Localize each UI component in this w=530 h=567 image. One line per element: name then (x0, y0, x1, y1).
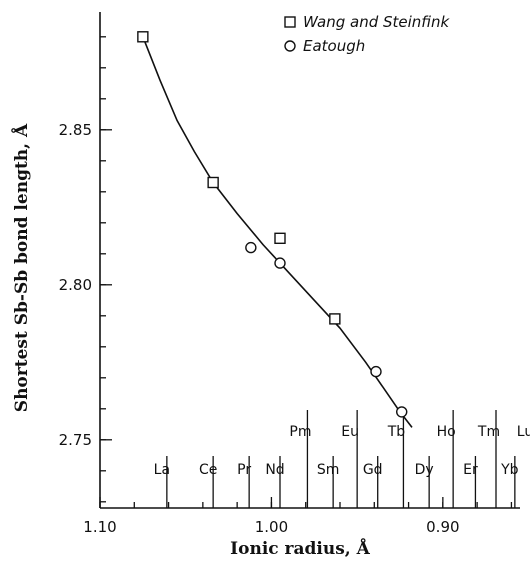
element-label-pm: Pm (289, 424, 311, 440)
legend-square-marker (284, 16, 296, 28)
wang-steinfink-point (274, 232, 286, 245)
element-label-dy: Dy (415, 462, 434, 478)
x-axis-ticks: 1.10 1.00 0.90 (83, 497, 513, 536)
wang-steinfink-point (329, 313, 341, 325)
element-label-er: Er (463, 462, 478, 478)
x-tick-label: 1.00 (255, 518, 288, 536)
element-label-tm: Tm (477, 424, 500, 440)
legend-label-eatough: Eatough (303, 37, 365, 55)
x-tick-label: 1.10 (83, 518, 116, 536)
y-tick-label: 2.85 (59, 121, 92, 139)
element-label-nd: Nd (265, 462, 284, 478)
element-label-sm: Sm (317, 462, 340, 478)
y-axis-title: Shortest Sb-Sb bond length, Å (10, 123, 32, 412)
element-label-ho: Ho (437, 424, 456, 440)
element-label-ce: Ce (199, 462, 217, 478)
element-label-gd: Gd (363, 462, 383, 478)
element-label-la: La (154, 462, 170, 478)
wang-steinfink-point (137, 31, 149, 43)
legend: Wang and Steinfink Eatough (284, 13, 450, 55)
y-tick-label: 2.80 (59, 276, 92, 294)
legend-circle-marker (284, 40, 296, 52)
element-markers: La Ce Pr Nd Pm Sm Eu Gd Tb Dy Ho Er Tm Yb Lu (154, 410, 530, 508)
axes (99, 12, 520, 509)
element-label-eu: Eu (341, 424, 359, 440)
eatough-point (245, 241, 257, 254)
y-axis-ticks: 2.75 2.80 2.85 (59, 36, 112, 503)
y-tick-label: 2.75 (59, 431, 92, 449)
data-points (137, 31, 408, 418)
element-label-lu: Lu (517, 424, 530, 440)
wang-steinfink-point (207, 176, 219, 189)
x-axis-title: Ionic radius, Å (230, 537, 370, 559)
element-label-tb: Tb (387, 424, 406, 440)
x-tick-label: 0.90 (426, 518, 459, 536)
eatough-point (370, 365, 382, 378)
fit-curve (142, 36, 413, 428)
eatough-point (396, 406, 408, 418)
element-label-yb: Yb (500, 462, 519, 478)
legend-label-wang: Wang and Steinfink (303, 13, 450, 31)
element-label-pr: Pr (237, 462, 251, 478)
eatough-point (274, 257, 286, 269)
